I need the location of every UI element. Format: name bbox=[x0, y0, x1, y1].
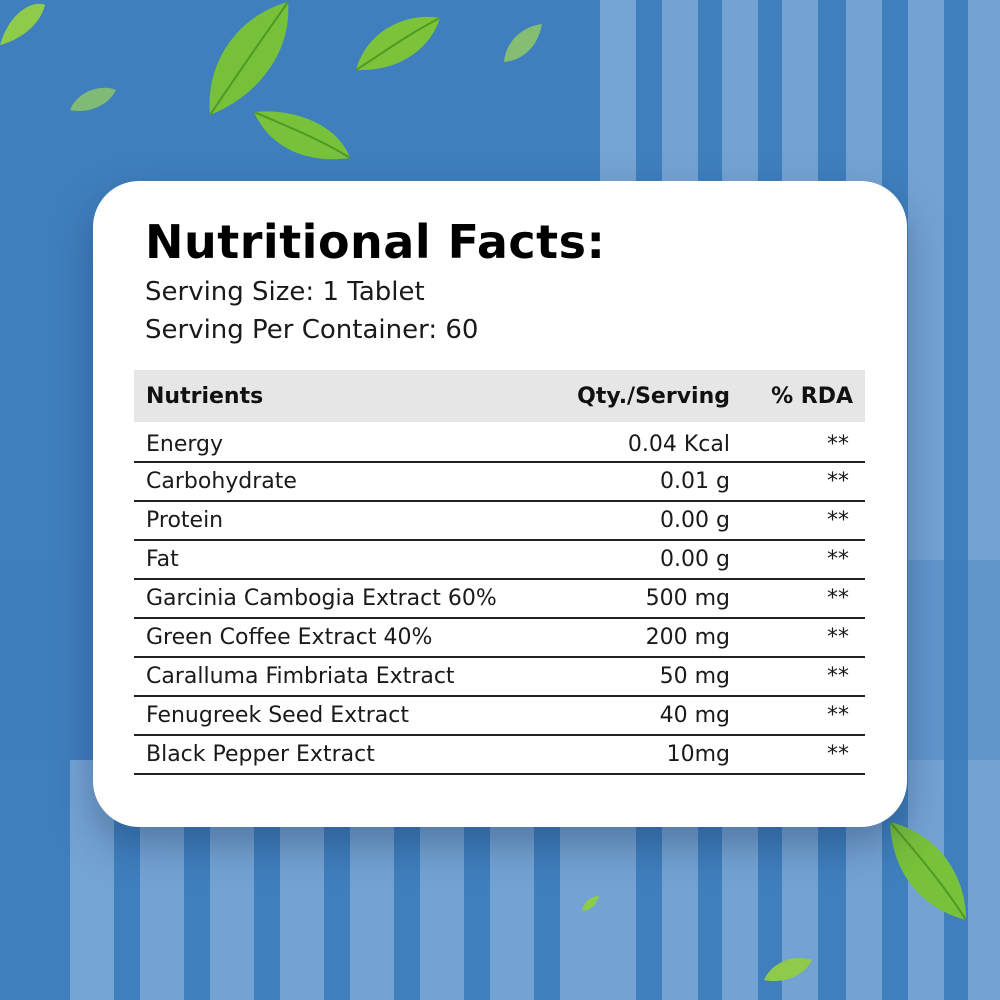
table-header: Nutrients Qty./Serving % RDA bbox=[134, 370, 865, 422]
leaf-icon bbox=[504, 24, 542, 62]
table-row: Protein 0.00 g ** bbox=[134, 502, 865, 541]
nutrient-qty: 10mg bbox=[666, 742, 730, 767]
nutrient-name: Caralluma Fimbriata Extract bbox=[146, 664, 455, 689]
serving-size: Serving Size: 1 Tablet bbox=[145, 277, 425, 307]
table-row: Carbohydrate 0.01 g ** bbox=[134, 463, 865, 502]
leaf-icon bbox=[0, 3, 45, 45]
table-row: Energy 0.04 Kcal ** bbox=[134, 428, 865, 463]
nutrient-qty: 50 mg bbox=[659, 664, 730, 689]
nutrient-qty: 40 mg bbox=[659, 703, 730, 728]
nutrient-rda: ** bbox=[827, 586, 849, 611]
nutrient-qty: 0.04 Kcal bbox=[627, 432, 730, 457]
table-row: Black Pepper Extract 10mg ** bbox=[134, 736, 865, 775]
leaf-icon bbox=[582, 896, 599, 911]
table-row: Green Coffee Extract 40% 200 mg ** bbox=[134, 619, 865, 658]
table-body: Energy 0.04 Kcal ** Carbohydrate 0.01 g … bbox=[134, 428, 865, 775]
nutrient-qty: 0.00 g bbox=[660, 508, 730, 533]
nutrient-rda: ** bbox=[827, 742, 849, 767]
leaf-icon bbox=[889, 821, 967, 921]
leaf-icon bbox=[355, 16, 441, 71]
leaf-icon bbox=[209, 1, 289, 116]
nutrient-name: Black Pepper Extract bbox=[146, 742, 375, 767]
column-header-nutrients: Nutrients bbox=[146, 383, 264, 409]
page-title: Nutritional Facts: bbox=[145, 215, 606, 269]
nutrient-name: Garcinia Cambogia Extract 60% bbox=[146, 586, 497, 611]
nutrient-qty: 0.01 g bbox=[660, 469, 730, 494]
servings-per-container: Serving Per Container: 60 bbox=[145, 315, 479, 345]
table-row: Caralluma Fimbriata Extract 50 mg ** bbox=[134, 658, 865, 697]
column-header-rda: % RDA bbox=[771, 383, 853, 409]
table-row: Fenugreek Seed Extract 40 mg ** bbox=[134, 697, 865, 736]
nutrition-card: Nutritional Facts: Serving Size: 1 Table… bbox=[93, 181, 907, 827]
nutrient-name: Protein bbox=[146, 508, 224, 533]
nutrient-rda: ** bbox=[827, 469, 849, 494]
nutrient-qty: 500 mg bbox=[645, 586, 730, 611]
nutrient-name: Fenugreek Seed Extract bbox=[146, 703, 409, 728]
nutrient-qty: 0.00 g bbox=[660, 547, 730, 572]
nutrient-rda: ** bbox=[827, 508, 849, 533]
nutrition-table: Nutrients Qty./Serving % RDA Energy 0.04… bbox=[134, 370, 865, 775]
nutrient-name: Fat bbox=[146, 547, 179, 572]
leaf-icon bbox=[70, 87, 116, 112]
nutrient-name: Green Coffee Extract 40% bbox=[146, 625, 433, 650]
nutrient-rda: ** bbox=[827, 432, 849, 457]
leaf-icon bbox=[764, 958, 812, 982]
nutrient-qty: 200 mg bbox=[645, 625, 730, 650]
nutrient-rda: ** bbox=[827, 625, 849, 650]
nutrient-rda: ** bbox=[827, 664, 849, 689]
nutrient-name: Carbohydrate bbox=[146, 469, 297, 494]
table-row: Fat 0.00 g ** bbox=[134, 541, 865, 580]
nutrient-name: Energy bbox=[146, 432, 224, 457]
nutrient-rda: ** bbox=[827, 703, 849, 728]
nutrient-rda: ** bbox=[827, 547, 849, 572]
table-row: Garcinia Cambogia Extract 60% 500 mg ** bbox=[134, 580, 865, 619]
leaf-icon bbox=[253, 111, 351, 160]
column-header-qty: Qty./Serving bbox=[577, 383, 730, 409]
